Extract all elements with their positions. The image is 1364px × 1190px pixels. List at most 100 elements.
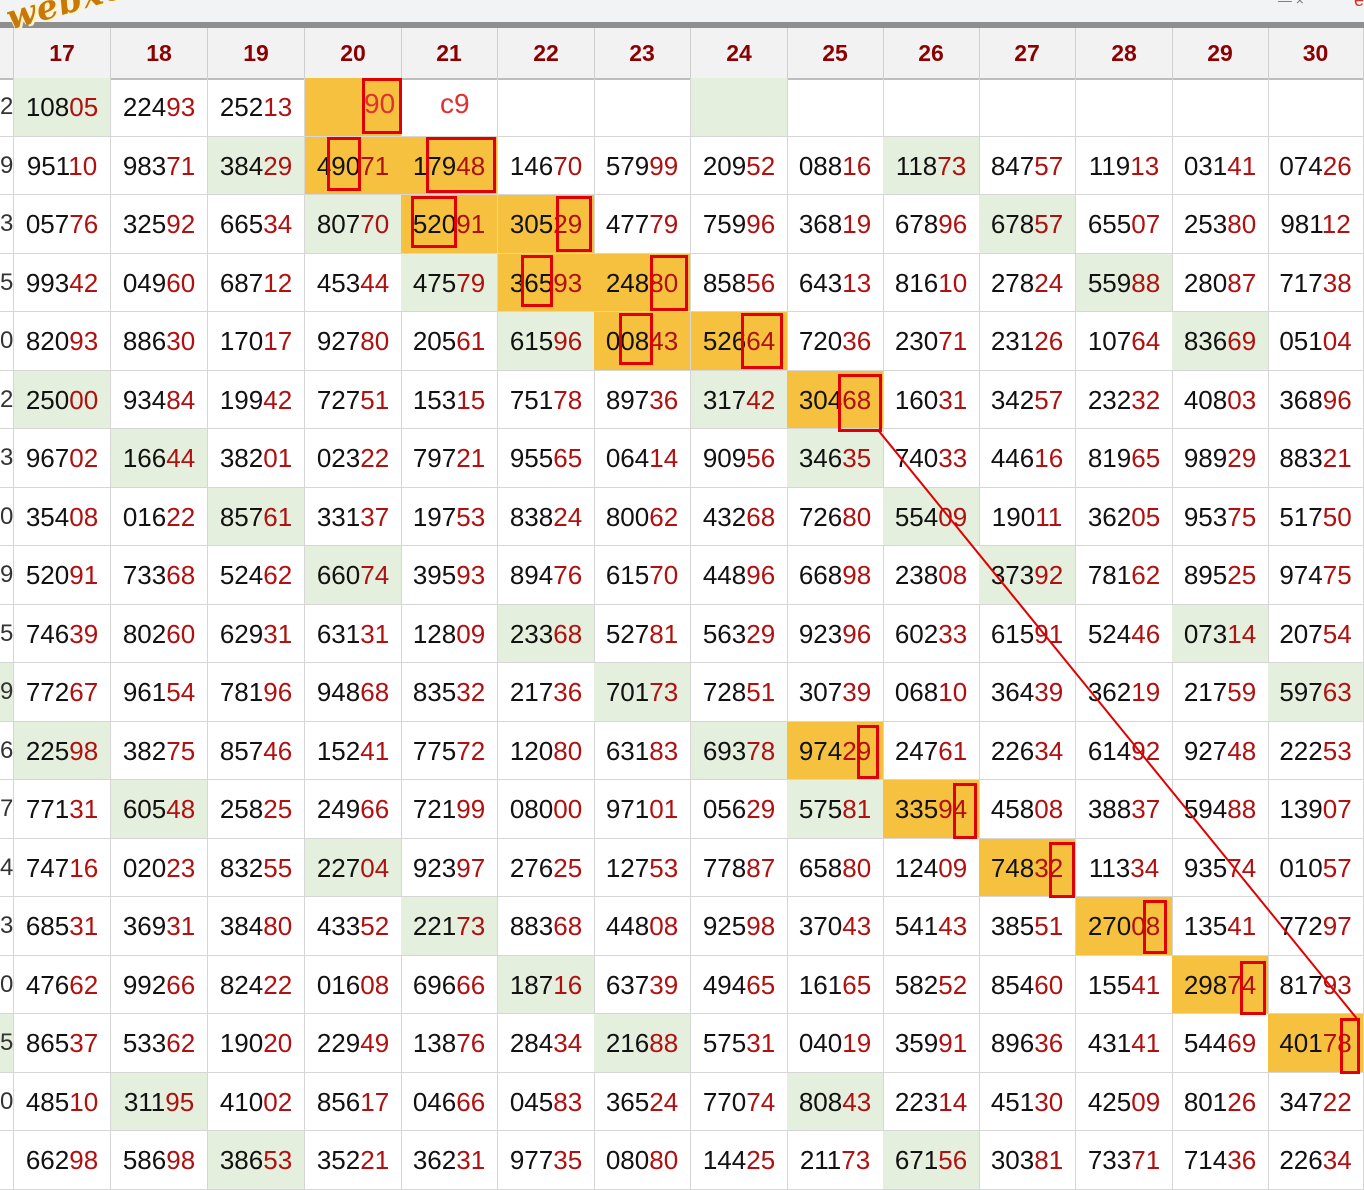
cell-suffix: 80 [842, 852, 872, 883]
cell-suffix: 60 [1034, 969, 1064, 1000]
number-cell: 52462 [208, 546, 305, 605]
cell-prefix: 080 [605, 1145, 650, 1175]
cell-suffix: 42 [263, 384, 293, 415]
number-cell: 30381 [979, 1131, 1076, 1190]
column-header-22[interactable]: 22 [498, 28, 595, 78]
cell-prefix: 304 [798, 384, 843, 415]
cell-suffix: 72 [456, 735, 486, 766]
column-header-25[interactable]: 25 [787, 28, 884, 78]
cell-suffix: 07 [1322, 794, 1352, 824]
cell-prefix: 199 [219, 384, 264, 415]
lottery-table: 2 10805 22493 25213 9 95110 98371 38429 49071 179… [0, 78, 1364, 1190]
cell-suffix: 31 [938, 384, 968, 415]
cell-prefix: 816 [894, 267, 939, 298]
number-cell: 36205 [1076, 487, 1173, 546]
number-cell: 38551 [979, 897, 1076, 956]
cell-suffix: 70 [553, 150, 583, 181]
cell-prefix: 974 [798, 735, 843, 766]
number-cell: 85460 [979, 955, 1076, 1014]
cell-suffix: 41 [1131, 969, 1161, 1000]
cell-prefix: 801 [1183, 1086, 1228, 1117]
cell-suffix: 08 [938, 560, 968, 590]
cell-suffix: 14 [938, 1086, 968, 1117]
number-cell: 82093 [14, 312, 111, 371]
cell-suffix: 75 [166, 735, 196, 766]
number-cell: 80260 [111, 604, 208, 663]
number-cell: 81610 [883, 253, 980, 312]
number-cell: 47779 [594, 195, 691, 254]
number-cell: 71738 [1268, 253, 1364, 312]
number-cell: 23071 [883, 312, 980, 371]
highlight-box [1049, 842, 1075, 898]
column-header-26[interactable]: 26 [883, 28, 980, 78]
cell-prefix: 721 [412, 794, 457, 824]
number-cell: 13541 [1172, 897, 1269, 956]
number-cell: 96154 [111, 663, 208, 722]
cell-prefix: 582 [894, 969, 939, 1000]
cell-prefix: 362 [412, 1145, 457, 1175]
row-edge-digit: 7 [0, 780, 14, 839]
column-header-21[interactable]: 21 [401, 28, 498, 78]
number-cell: 85617 [305, 1072, 402, 1131]
cell-prefix: 298 [1183, 969, 1228, 1000]
column-header-28[interactable]: 28 [1076, 28, 1173, 78]
number-cell: 10764 [1076, 312, 1173, 371]
cell-suffix: 34 [1130, 852, 1160, 883]
number-cell: 16644 [111, 429, 208, 488]
number-cell: 25825 [208, 780, 305, 839]
cell-suffix: 31 [166, 911, 196, 941]
cell-suffix: 91 [938, 1028, 968, 1058]
number-cell: 80843 [787, 1072, 884, 1131]
cell-suffix: 70 [360, 209, 390, 239]
number-cell: 61570 [594, 546, 691, 605]
number-cell: 49465 [691, 955, 788, 1014]
number-cell: 62931 [208, 604, 305, 663]
cell-prefix: 927 [316, 326, 361, 356]
number-cell: 19011 [979, 487, 1076, 546]
number-cell: 16165 [787, 955, 884, 1014]
number-cell: 22949 [305, 1014, 402, 1073]
column-header-20[interactable]: 20 [305, 28, 402, 78]
number-cell: 65880 [787, 838, 884, 897]
cell-prefix: 138 [412, 1028, 457, 1058]
column-header-19[interactable]: 19 [208, 28, 305, 78]
number-cell: 82422 [208, 955, 305, 1014]
cell-suffix: 37 [1131, 794, 1161, 824]
cell-prefix: 475 [412, 267, 457, 298]
number-cell: 35221 [305, 1131, 402, 1190]
window-controls[interactable]: — × [1277, 0, 1304, 8]
cell-suffix: 68 [553, 618, 583, 649]
cell-prefix: 190 [991, 501, 1036, 532]
column-header-27[interactable]: 27 [979, 28, 1076, 78]
cell-suffix: 39 [842, 677, 872, 707]
cell-prefix: 258 [219, 794, 264, 824]
cell-suffix: 69 [1227, 326, 1257, 356]
column-header-18[interactable]: 18 [111, 28, 208, 78]
cell-prefix: 701 [605, 677, 650, 707]
cell-suffix: 05 [1131, 501, 1161, 532]
cell-prefix: 747 [25, 852, 70, 883]
column-header-29[interactable]: 29 [1172, 28, 1269, 78]
cell-prefix: 155 [1087, 969, 1132, 1000]
cell-suffix: 79 [456, 267, 486, 298]
number-cell: 13876 [401, 1014, 498, 1073]
cell-suffix: 34 [1034, 735, 1064, 766]
cell-suffix: 44 [166, 443, 196, 473]
number-cell: 72851 [691, 663, 788, 722]
column-header-23[interactable]: 23 [594, 28, 691, 78]
cell-suffix: 62 [649, 501, 679, 532]
cell-suffix: 36 [553, 677, 583, 707]
cell-suffix: 49 [360, 1028, 390, 1058]
cell-suffix: 53 [263, 1145, 293, 1175]
cell-suffix: 13 [842, 267, 872, 298]
column-header-30[interactable]: 30 [1268, 28, 1364, 78]
column-header-17[interactable]: 17 [14, 28, 111, 78]
column-header-24[interactable]: 24 [691, 28, 788, 78]
cell-suffix: 24 [1034, 267, 1064, 298]
number-cell: 89525 [1172, 546, 1269, 605]
cell-prefix: 384 [219, 911, 264, 941]
cell-suffix: 65 [842, 969, 872, 1000]
number-cell: 45808 [979, 780, 1076, 839]
cell-prefix: 325 [122, 209, 167, 239]
number-cell: 69378 [691, 721, 788, 780]
